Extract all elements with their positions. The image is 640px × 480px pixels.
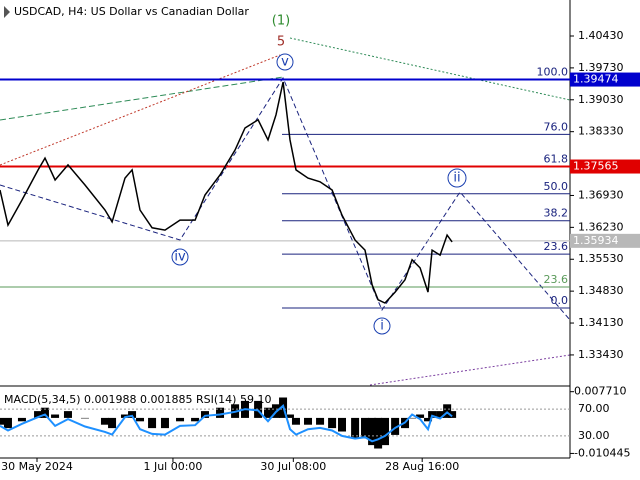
wave-circle — [276, 53, 294, 71]
macd-bar — [0, 417, 4, 425]
y-tick-label: 1.39030 — [578, 93, 624, 106]
y-tick-label: 1.35530 — [578, 252, 624, 265]
price-box — [570, 159, 640, 174]
macd-bar — [148, 417, 157, 429]
macd-bar — [443, 404, 452, 418]
price-box — [570, 72, 640, 87]
macd-bar — [424, 417, 433, 422]
macd-bar — [264, 407, 273, 418]
macd-bar — [351, 417, 360, 439]
x-tick-label: 1 Jul 00:00 — [143, 460, 202, 473]
macd-bar — [80, 417, 89, 419]
y-tick-label: 1.34830 — [578, 284, 624, 297]
indicator-title: MACD(5,34,5) 0.001988 0.001885 RSI(14) 5… — [4, 393, 271, 406]
fib-label: 38.2 — [544, 207, 569, 220]
y-tick-label: 1.38330 — [578, 125, 624, 138]
macd-bar — [160, 417, 169, 429]
wave-circle — [171, 248, 189, 266]
y-tick-label: 1.33430 — [578, 348, 624, 361]
y-tick-label: 30.00 — [578, 429, 610, 442]
macd-bar — [108, 417, 117, 429]
trend-line — [0, 76, 284, 121]
macd-bar — [381, 417, 390, 446]
y-tick-label: 1.36930 — [578, 188, 624, 201]
macd-bar — [338, 417, 346, 432]
macd-bar — [448, 411, 457, 418]
chart-title: USDCAD, H4: US Dollar vs Canadian Dollar — [14, 5, 249, 18]
wave-circle — [373, 317, 391, 335]
fib-label: 23.6 — [544, 240, 569, 253]
macd-bar — [34, 411, 43, 418]
macd-bar — [63, 411, 72, 418]
y-tick-label: 0.007710 — [574, 385, 627, 398]
price-box — [570, 233, 640, 248]
rsi-line — [0, 404, 453, 443]
x-tick-label: 28 Aug 16:00 — [385, 460, 459, 473]
macd-bar — [328, 417, 337, 429]
y-tick-label: 1.34130 — [578, 316, 624, 329]
macd-bar — [428, 411, 437, 418]
y-tick-label: 70.00 — [578, 402, 610, 415]
price-box-label: 1.37565 — [573, 160, 619, 173]
macd-bar — [40, 407, 49, 418]
fib-label: 50.0 — [544, 180, 569, 193]
macd-bar — [291, 417, 300, 425]
macd-bar — [176, 417, 185, 422]
wave-circle — [447, 168, 467, 188]
trend-line — [369, 354, 571, 386]
y-tick-label: 1.39730 — [578, 61, 624, 74]
price-box-label: 1.39474 — [573, 73, 619, 86]
macd-bar — [304, 417, 313, 425]
x-tick-label: 30 Jul 08:00 — [260, 460, 326, 473]
wave-label: v — [281, 55, 289, 70]
macd-bar — [136, 417, 145, 422]
price-box-label: 1.35934 — [573, 234, 619, 247]
macd-bar — [368, 417, 377, 446]
price-line-series — [0, 81, 453, 304]
level-label: 23.6 — [544, 273, 569, 286]
fib-label: 100.0 — [537, 66, 569, 79]
macd-bar — [51, 414, 60, 418]
macd-bar — [100, 417, 109, 425]
macd-bar — [416, 414, 425, 418]
macd-bar — [191, 417, 200, 422]
macd-bar — [285, 414, 294, 418]
macd-bar — [316, 417, 325, 425]
y-tick-label: 1.40430 — [578, 29, 624, 42]
macd-bar — [361, 417, 370, 439]
wave-label: ii — [453, 171, 460, 186]
y-tick-label: 1.36230 — [578, 220, 624, 233]
wave-label: iv — [174, 250, 186, 265]
macd-bar — [3, 417, 12, 429]
menu-icon — [4, 6, 10, 18]
fib-label: 76.0 — [544, 120, 569, 133]
macd-bar — [200, 411, 209, 418]
wave-label: i — [380, 319, 384, 334]
macd-bar — [408, 417, 417, 419]
macd-bar — [436, 411, 445, 418]
macd-bar — [391, 417, 400, 435]
x-tick-label: 30 May 2024 — [1, 460, 73, 473]
wave-label: 5 — [277, 35, 285, 50]
fib-label: 61.8 — [544, 153, 569, 166]
macd-bar — [17, 417, 26, 422]
macd-bar — [216, 407, 225, 418]
macd-bar — [128, 411, 137, 418]
y-tick-label: -0.010445 — [574, 446, 630, 459]
wave-label: (1) — [272, 14, 290, 29]
fib-label: 0.0 — [551, 294, 569, 307]
macd-bar — [374, 417, 383, 449]
